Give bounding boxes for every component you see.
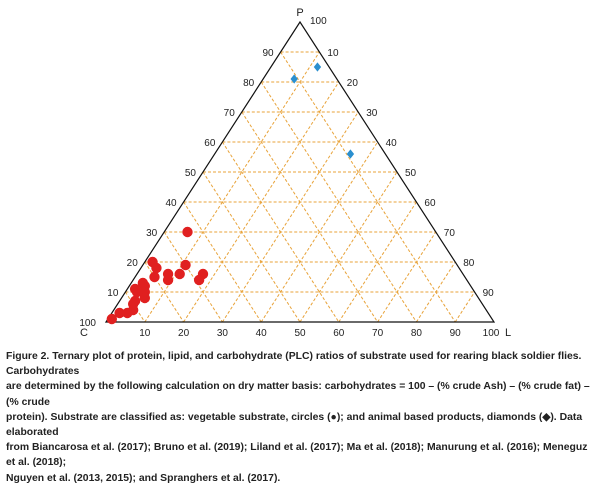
tick-label-c-40: 40 xyxy=(386,138,398,149)
tick-label-l-50: 50 xyxy=(294,328,306,339)
vegetable-point-16 xyxy=(106,313,118,325)
figure-caption: Figure 2. Ternary plot of protein, lipid… xyxy=(6,349,594,486)
tick-label-l-10: 10 xyxy=(139,328,151,339)
axis-label-p: P xyxy=(296,7,303,19)
grid-line-l-70 xyxy=(377,231,437,323)
grid-line-l-50 xyxy=(299,171,398,323)
ternary-grid xyxy=(124,51,476,323)
grid-line-l-90 xyxy=(454,291,476,323)
grid-line-c-70 xyxy=(163,231,223,323)
animal-point-1 xyxy=(290,74,298,84)
vegetable-point-19 xyxy=(147,256,158,268)
tick-label-c-100: 100 xyxy=(79,318,96,329)
data-points xyxy=(106,62,355,325)
grid-line-c-10 xyxy=(280,51,456,323)
caption-line-4: from Biancarosa et al. (2017); Bruno et … xyxy=(6,442,588,469)
tick-label-c-90: 90 xyxy=(483,288,495,299)
grid-line-c-80 xyxy=(144,261,185,323)
grid-line-l-30 xyxy=(221,111,359,323)
tick-label-c-70: 70 xyxy=(444,228,456,239)
grid-line-l-60 xyxy=(338,201,417,323)
vegetable-point-5 xyxy=(193,274,205,286)
tick-label-l-90: 90 xyxy=(450,328,462,339)
tick-label-c-10: 10 xyxy=(327,48,339,59)
vegetable-point-3 xyxy=(174,268,185,280)
axis-label-l: L xyxy=(505,327,511,339)
tick-label-p-30: 30 xyxy=(146,228,158,239)
caption-line-2: are determined by the following calculat… xyxy=(6,381,590,408)
grid-line-c-50 xyxy=(202,171,301,323)
vegetable-point-21 xyxy=(131,286,143,298)
vegetable-point-0 xyxy=(182,226,193,238)
tick-label-l-100: 100 xyxy=(483,328,500,339)
tick-label-p-50: 50 xyxy=(185,168,197,179)
tick-label-p-20: 20 xyxy=(127,258,139,269)
grid-line-c-40 xyxy=(221,141,340,323)
vegetable-point-10 xyxy=(139,292,150,304)
grid-line-c-30 xyxy=(241,111,379,323)
tick-label-c-30: 30 xyxy=(366,108,378,119)
tick-label-p-10: 10 xyxy=(107,288,119,299)
tick-label-p-100: 100 xyxy=(310,16,327,27)
vegetable-point-14 xyxy=(122,307,133,319)
vegetable-point-15 xyxy=(114,307,125,319)
tick-label-l-60: 60 xyxy=(333,328,345,339)
axis-label-c: C xyxy=(80,327,88,339)
tick-label-l-30: 30 xyxy=(217,328,229,339)
tick-label-l-20: 20 xyxy=(178,328,190,339)
tick-label-l-80: 80 xyxy=(411,328,423,339)
tick-labels: 10 10 90 20 20 80 30 30 70 40 40 60 50 50 50 60 60 40 70 70… xyxy=(79,16,499,339)
axis-labels: P C L xyxy=(80,7,511,339)
tick-label-p-80: 80 xyxy=(243,78,255,89)
tick-label-c-60: 60 xyxy=(424,198,436,209)
tick-label-p-40: 40 xyxy=(165,198,177,209)
grid-line-l-10 xyxy=(144,51,320,323)
vegetable-point-7 xyxy=(162,274,174,286)
vegetable-point-1 xyxy=(180,259,191,271)
tick-label-p-70: 70 xyxy=(224,108,236,119)
triangle-outline xyxy=(104,20,496,323)
tick-label-l-40: 40 xyxy=(256,328,268,339)
animal-point-0 xyxy=(313,62,322,72)
grid-line-c-60 xyxy=(183,201,262,323)
caption-line-1: Figure 2. Ternary plot of protein, lipid… xyxy=(6,351,582,378)
caption-line-3: protein). Substrate are classified as: v… xyxy=(6,411,583,439)
caption-line-5: Nguyen et al. (2013, 2015); and Spranghe… xyxy=(6,472,281,484)
tick-label-l-70: 70 xyxy=(372,328,384,339)
animal-point-2 xyxy=(346,149,355,159)
grid-line-l-80 xyxy=(415,261,456,323)
tick-label-c-50: 50 xyxy=(405,168,417,179)
ternary-plot: 10 10 90 20 20 80 30 30 70 40 40 60 50 50 50 60 60 40 70 70… xyxy=(79,7,511,339)
tick-label-p-60: 60 xyxy=(204,138,216,149)
tick-label-c-20: 20 xyxy=(347,78,359,89)
tick-label-c-80: 80 xyxy=(463,258,475,269)
vegetable-point-6 xyxy=(149,271,160,283)
vegetable-point-20 xyxy=(137,277,149,289)
triangle-frame xyxy=(104,20,496,323)
tick-label-p-90: 90 xyxy=(262,48,274,59)
